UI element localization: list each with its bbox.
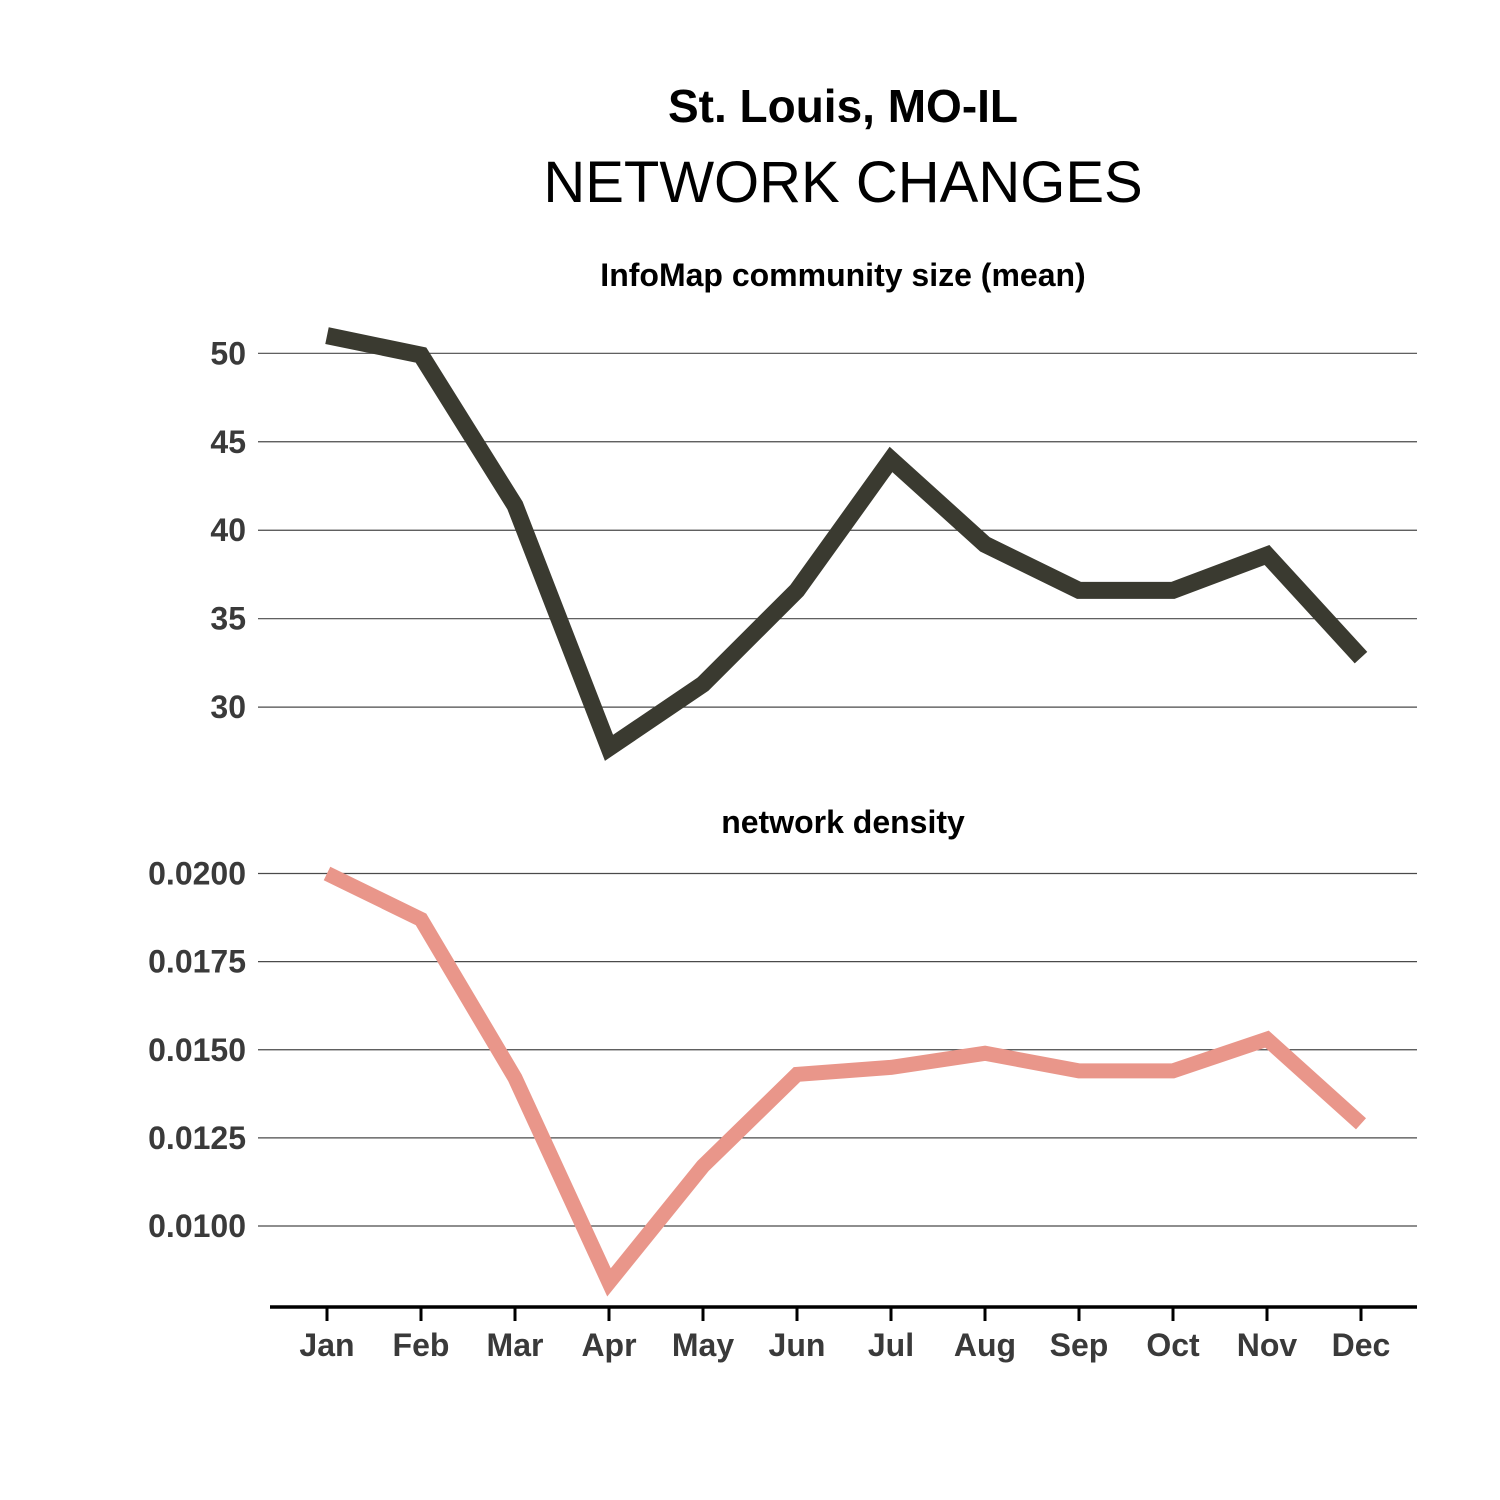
chart-subtitle: NETWORK CHANGES <box>543 150 1142 215</box>
x-tick-label: Mar <box>487 1327 544 1363</box>
x-tick-label: Jun <box>769 1327 826 1363</box>
community-size-y-tick-label: 35 <box>210 601 246 637</box>
network-density-y-tick-label: 0.0200 <box>148 856 246 892</box>
community-size-panel: InfoMap community size (mean) 30 35 40 45 50 <box>210 257 1417 761</box>
x-tick-label: Jan <box>299 1327 354 1363</box>
network-density-series-line <box>323 866 1367 1297</box>
community-size-y-tick-label: 30 <box>210 689 246 725</box>
x-tick-label: Sep <box>1050 1327 1109 1363</box>
network-density-panel: network density 0.0100 0.0125 0.0150 0.0175… <box>148 804 1417 1297</box>
x-tick-label: Dec <box>1332 1327 1391 1363</box>
x-tick-label: Aug <box>954 1327 1016 1363</box>
community-size-y-tick-label: 50 <box>210 335 246 371</box>
x-tick-label: May <box>672 1327 734 1363</box>
network-density-y-tick-label: 0.0150 <box>148 1032 246 1068</box>
community-size-series-line <box>325 327 1368 761</box>
x-tick-label: Jul <box>868 1327 914 1363</box>
x-axis: Jan Feb Mar Apr May Jun Jul Aug Sep Oct Nov Dec <box>270 1305 1417 1363</box>
network-density-y-tick-label: 0.0100 <box>148 1208 246 1244</box>
x-tick-label: Oct <box>1146 1327 1200 1363</box>
panel-title-community-size: InfoMap community size (mean) <box>600 257 1085 293</box>
chart-title: St. Louis, MO-IL <box>668 80 1018 132</box>
community-size-y-tick-label: 40 <box>210 512 246 548</box>
panel-title-network-density: network density <box>721 804 965 840</box>
network-density-y-tick-label: 0.0125 <box>148 1120 246 1156</box>
network-density-y-tick-label: 0.0175 <box>148 944 246 980</box>
x-tick-label: Feb <box>393 1327 450 1363</box>
x-tick-label: Nov <box>1237 1327 1298 1363</box>
x-tick-label: Apr <box>581 1327 636 1363</box>
community-size-y-tick-label: 45 <box>210 424 246 460</box>
